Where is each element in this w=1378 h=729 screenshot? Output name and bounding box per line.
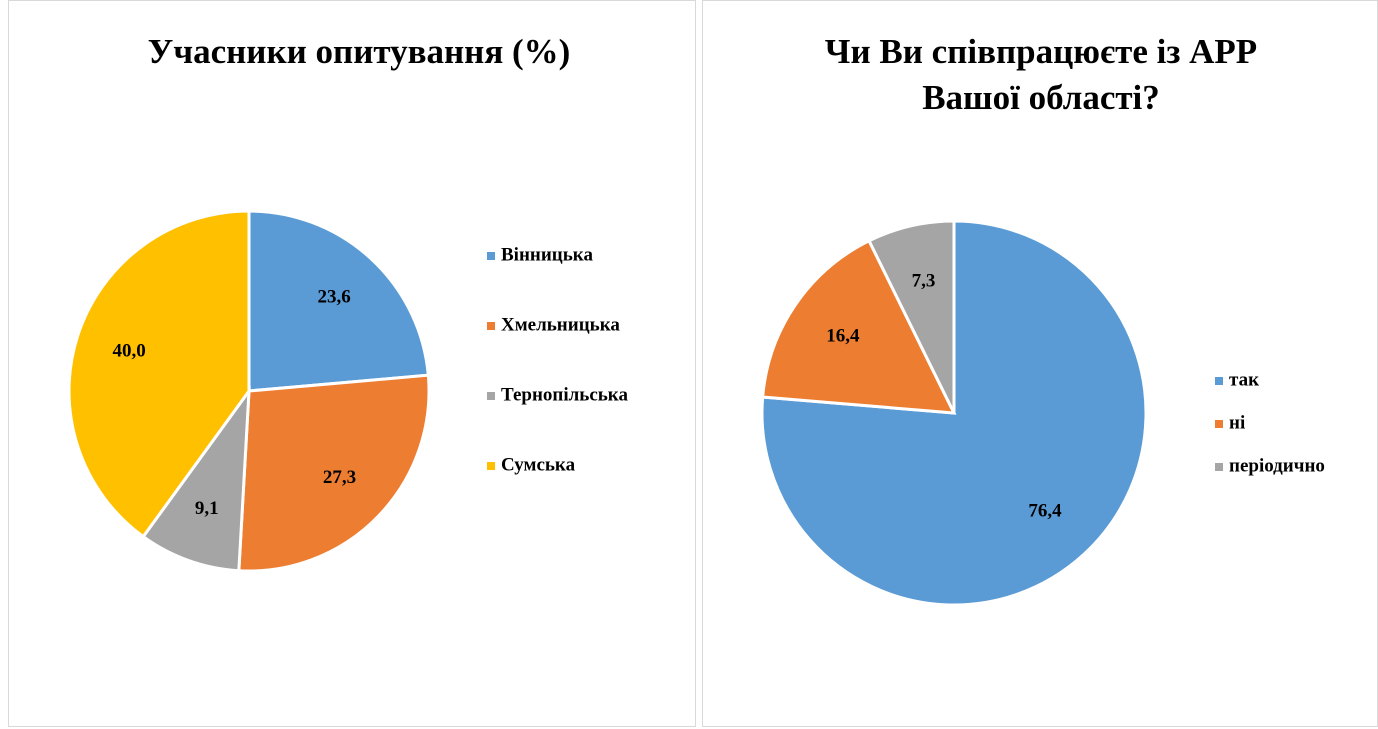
legend-swatch bbox=[487, 252, 495, 260]
pie-slice bbox=[247, 209, 430, 393]
data-label: 16,4 bbox=[826, 326, 860, 347]
legend-label: ні bbox=[1229, 412, 1245, 433]
legend-swatch bbox=[487, 462, 495, 470]
legend-swatch bbox=[1215, 377, 1223, 385]
pie-slice bbox=[67, 209, 251, 539]
pie-slice bbox=[141, 385, 251, 573]
chart-title: Чи Ви співпрацюєте із АРР Вашої області? bbox=[824, 32, 1258, 117]
legend-swatch bbox=[1215, 463, 1223, 471]
legend-label: так bbox=[1229, 369, 1259, 390]
pie-slice bbox=[761, 238, 957, 415]
pie-slice bbox=[237, 373, 431, 573]
legend-label: Хмельницька bbox=[501, 314, 620, 335]
legend-label: Тернопільська bbox=[501, 384, 628, 405]
chart-panel: Учасники опитування (%) 23,6 27,3 9,1 40,0 В… bbox=[8, 0, 696, 727]
chart-panel: Чи Ви співпрацюєте із АРР Вашої області?… bbox=[702, 0, 1378, 727]
legend-swatch bbox=[487, 392, 495, 400]
chart-title: Учасники опитування (%) bbox=[147, 32, 571, 71]
data-label: 27,3 bbox=[323, 467, 356, 488]
legend-label: Вінницька bbox=[501, 244, 593, 265]
chart: 76,4 16,4 7,3 так ні періодично bbox=[760, 219, 1325, 607]
data-label: 9,1 bbox=[195, 498, 219, 519]
legend-swatch bbox=[487, 322, 495, 330]
chart: 23,6 27,3 9,1 40,0 Вінницька Хмельницька Терно… bbox=[67, 209, 628, 573]
legend-swatch bbox=[1215, 420, 1223, 428]
legend-label: Сумська bbox=[501, 454, 576, 475]
data-label: 76,4 bbox=[1028, 500, 1062, 521]
pie-slice bbox=[867, 219, 956, 414]
data-label: 7,3 bbox=[912, 270, 936, 291]
data-label: 23,6 bbox=[317, 286, 350, 307]
legend-label: періодично bbox=[1229, 455, 1325, 476]
data-label: 40,0 bbox=[113, 340, 146, 361]
